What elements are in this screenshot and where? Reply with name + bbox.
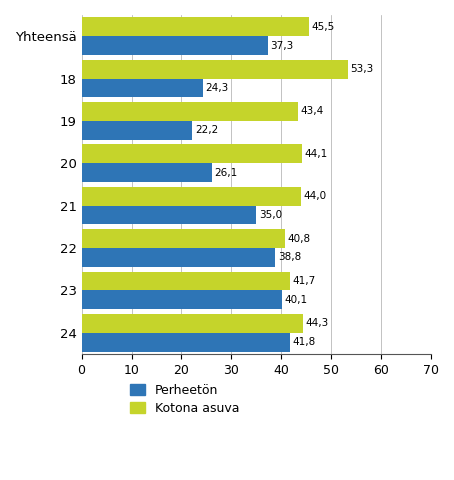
Bar <box>82 205 257 225</box>
Text: 26,1: 26,1 <box>214 168 237 178</box>
Text: 44,0: 44,0 <box>304 191 327 201</box>
Text: 37,3: 37,3 <box>270 41 294 50</box>
Bar <box>82 314 303 333</box>
Text: 41,8: 41,8 <box>293 337 316 347</box>
Bar <box>82 272 290 290</box>
Text: 24,3: 24,3 <box>205 83 229 93</box>
Bar <box>82 121 192 140</box>
Text: 44,1: 44,1 <box>304 149 327 159</box>
Bar <box>82 187 301 205</box>
Bar <box>82 102 298 121</box>
Text: 40,8: 40,8 <box>288 234 311 243</box>
Text: 22,2: 22,2 <box>195 125 218 135</box>
Bar <box>82 60 348 79</box>
Text: 53,3: 53,3 <box>350 64 373 74</box>
Bar <box>82 290 282 309</box>
Text: 38,8: 38,8 <box>278 252 301 263</box>
Text: 41,7: 41,7 <box>292 276 316 286</box>
Legend: Perheetön, Kotona asuva: Perheetön, Kotona asuva <box>130 384 239 415</box>
Text: 44,3: 44,3 <box>305 318 329 328</box>
Bar <box>82 229 285 248</box>
Bar <box>82 79 203 97</box>
Bar <box>82 17 309 36</box>
Text: 45,5: 45,5 <box>311 22 335 32</box>
Text: 40,1: 40,1 <box>284 295 307 305</box>
Bar <box>82 248 275 267</box>
Bar <box>82 333 290 351</box>
Text: 35,0: 35,0 <box>259 210 282 220</box>
Bar <box>82 163 212 182</box>
Text: 43,4: 43,4 <box>301 107 324 117</box>
Bar <box>82 144 302 163</box>
Bar <box>82 36 268 55</box>
